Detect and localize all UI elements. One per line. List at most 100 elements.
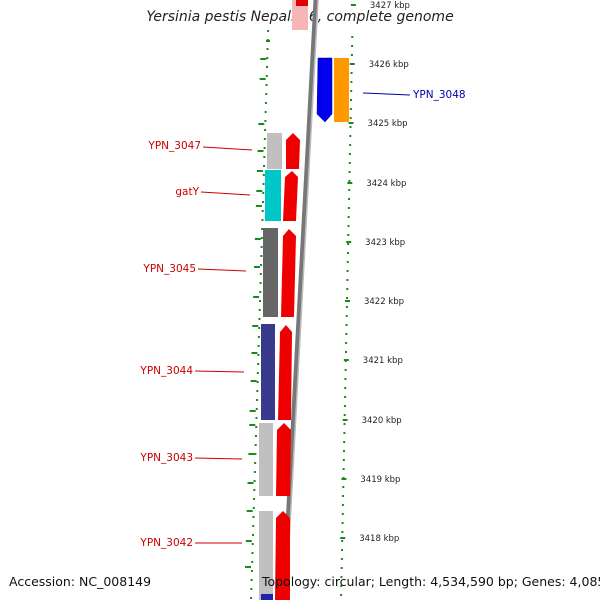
guide-dot [265, 84, 268, 86]
guide-dot [253, 471, 256, 473]
guide-dot [264, 120, 267, 122]
gene-gatY[interactable] [265, 170, 298, 221]
guide-dot [255, 426, 258, 428]
gene-YPN_3048[interactable] [316, 57, 349, 123]
guide-dot [260, 246, 263, 248]
gene-YPN_3045[interactable] [263, 228, 296, 317]
guide-dot [254, 238, 261, 240]
guide-dot [348, 189, 351, 191]
guide-dot [343, 405, 346, 407]
gene-label[interactable]: YPN_3045 [142, 263, 196, 275]
guide-dot [254, 444, 257, 446]
guide-dot [258, 123, 265, 125]
guide-dot [349, 108, 352, 110]
guide-dot [253, 489, 256, 491]
guide-dot [350, 72, 353, 74]
gene-YPN_3044-arrow [278, 325, 292, 420]
left-dashes [245, 40, 270, 568]
leader-gatY [200, 191, 251, 196]
guide-dot [256, 170, 263, 172]
guide-dot [257, 336, 260, 338]
guide-dot [266, 57, 269, 59]
accession-label: Accession: NC_008149 [9, 574, 152, 589]
tick-label: 3418 kbp [359, 534, 399, 544]
guide-dot [260, 58, 267, 60]
guide-dot [344, 351, 347, 353]
guide-dot [253, 480, 256, 482]
gene-YPN_3042-arrow [275, 511, 290, 600]
guide-dot [252, 516, 255, 518]
gene-YPN_3048-cds [334, 58, 349, 122]
guide-dot [340, 567, 343, 569]
guide-dot [250, 570, 253, 572]
gene-YPN_3043-arrow [276, 423, 291, 496]
gene-label[interactable]: YPN_3042 [139, 537, 193, 549]
gene-label[interactable]: YPN_3047 [147, 140, 201, 152]
guide-dot [344, 378, 347, 380]
guide-dot [253, 296, 260, 298]
guide-dot [254, 435, 257, 437]
guide-dot [347, 225, 350, 227]
guide-dot [259, 300, 261, 302]
tick-label: 3419 kbp [360, 475, 400, 485]
guide-dot [249, 410, 256, 412]
guide-dot [350, 90, 353, 92]
gene-label[interactable]: YPN_3043 [139, 452, 193, 464]
guide-dot [261, 201, 264, 203]
guide-dot [264, 129, 267, 131]
gene-YPN_3047[interactable] [267, 133, 300, 169]
guide-dot [344, 369, 347, 371]
guide-dot [345, 306, 348, 308]
guide-dot [262, 183, 265, 185]
guide-dot [261, 228, 264, 230]
leader-YPN_3048 [362, 92, 411, 96]
guide-dot [342, 468, 345, 470]
gene-YPN_3047-arrow [286, 133, 300, 169]
gene-YPN_3044[interactable] [261, 324, 292, 420]
guide-dot [341, 522, 344, 524]
guide-dot [266, 48, 269, 50]
tick-label: 3426 kbp [369, 60, 409, 70]
gene-label[interactable]: YPN_3044 [139, 365, 193, 377]
guide-dot [347, 243, 350, 245]
guide-dot [341, 513, 344, 515]
gene-YPN_3045-cog [263, 228, 278, 317]
guide-dot [341, 531, 344, 533]
guide-dot [347, 207, 350, 209]
guide-dot [350, 99, 353, 101]
tick-mark [350, 4, 356, 6]
tick-label: 3423 kbp [365, 238, 405, 248]
guide-dot [259, 273, 262, 275]
kbp-ticks: 3427 kbp 3426 kbp 3425 kbp 3424 kbp 3423 kbp… [340, 1, 410, 544]
guide-dot [349, 117, 352, 119]
guide-dot [251, 543, 254, 545]
guide-dot [250, 380, 257, 382]
guide-dot [251, 534, 254, 536]
genome-backbone [281, 0, 319, 600]
guide-dot [267, 30, 270, 32]
gene-label[interactable]: gatY [175, 186, 199, 198]
tick-mark [340, 537, 346, 539]
gene-next-cog [261, 594, 273, 600]
leader-YPN_3044 [194, 370, 245, 373]
guide-dot [346, 288, 349, 290]
gene-gatY-arrow [283, 171, 298, 221]
gene-YPN_3047-cog [267, 133, 282, 169]
guide-dot [343, 423, 346, 425]
gene-YPN_3042[interactable] [259, 511, 290, 600]
guide-dot [258, 327, 261, 329]
gene-YPN_3043[interactable] [259, 423, 291, 496]
guide-dot [245, 540, 252, 542]
guide-dot [341, 540, 344, 542]
gene-YPN_3044-cog [261, 324, 275, 420]
gene-label[interactable]: YPN_3048 [412, 89, 466, 101]
guide-dot [342, 459, 345, 461]
guide-dot [260, 255, 263, 257]
guide-dot [343, 450, 345, 452]
guide-dot [261, 210, 264, 212]
guide-dot [250, 579, 253, 581]
guide-dot [259, 291, 262, 293]
guide-dot [254, 453, 257, 455]
tick-mark [348, 122, 354, 124]
guide-dot [266, 40, 270, 42]
